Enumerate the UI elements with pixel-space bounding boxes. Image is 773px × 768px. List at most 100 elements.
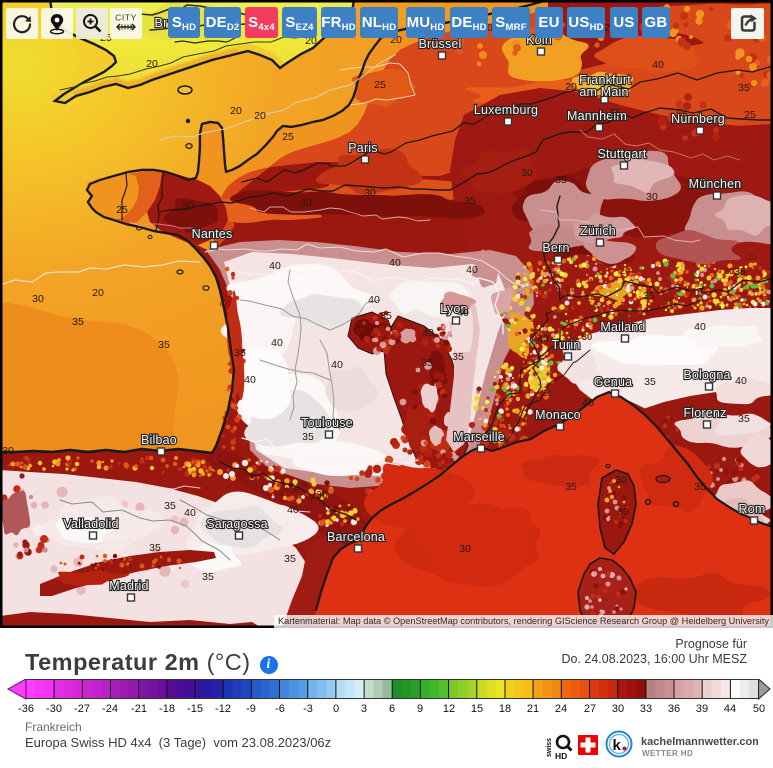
svg-text:-21: -21	[131, 703, 147, 715]
svg-text:Rom: Rom	[739, 502, 766, 516]
svg-text:35: 35	[464, 195, 476, 207]
svg-text:25: 25	[663, 296, 674, 307]
svg-text:CITY: CITY	[115, 13, 137, 23]
svg-text:swiss: swiss	[546, 738, 553, 757]
svg-text:40: 40	[735, 375, 747, 387]
svg-text:25: 25	[374, 79, 386, 91]
svg-text:Toulouse: Toulouse	[301, 416, 353, 430]
svg-text:20: 20	[565, 81, 577, 93]
svg-text:30: 30	[617, 312, 628, 323]
svg-text:35: 35	[164, 500, 176, 512]
svg-text:Stuttgart: Stuttgart	[597, 147, 646, 161]
svg-text:Mailand: Mailand	[600, 320, 645, 334]
svg-text:35: 35	[738, 82, 750, 94]
svg-text:k: k	[613, 737, 622, 754]
svg-text:27: 27	[584, 703, 596, 715]
svg-text:Turin: Turin	[551, 338, 580, 352]
svg-text:25: 25	[585, 292, 596, 303]
svg-text:35: 35	[738, 413, 750, 425]
svg-text:40: 40	[271, 337, 283, 349]
svg-text:30: 30	[300, 197, 312, 209]
svg-text:-6: -6	[275, 703, 285, 715]
svg-text:30: 30	[555, 312, 566, 323]
svg-text:20: 20	[92, 287, 104, 299]
svg-text:35: 35	[565, 481, 577, 493]
svg-text:20: 20	[254, 110, 266, 122]
svg-text:35: 35	[643, 290, 655, 302]
svg-text:25: 25	[501, 416, 512, 427]
svg-text:24: 24	[555, 703, 567, 715]
svg-text:-24: -24	[102, 703, 118, 715]
svg-text:20: 20	[390, 34, 402, 46]
svg-text:Monaco: Monaco	[535, 408, 581, 422]
svg-text:Nantes: Nantes	[192, 227, 233, 241]
svg-text:35: 35	[284, 553, 296, 565]
svg-text:-15: -15	[187, 703, 203, 715]
svg-text:HD: HD	[555, 751, 567, 761]
svg-text:Nürnberg: Nürnberg	[671, 112, 725, 126]
svg-text:40: 40	[694, 321, 706, 333]
svg-text:30: 30	[521, 167, 533, 179]
svg-text:35: 35	[734, 266, 746, 278]
svg-text:20: 20	[531, 328, 542, 339]
svg-text:-3: -3	[303, 703, 313, 715]
svg-text:20: 20	[566, 284, 577, 295]
svg-text:30: 30	[32, 293, 44, 305]
svg-text:40: 40	[537, 333, 549, 345]
svg-text:40: 40	[244, 374, 256, 386]
svg-text:Bern: Bern	[542, 241, 569, 255]
svg-text:35: 35	[380, 310, 392, 322]
svg-text:0: 0	[333, 703, 339, 715]
svg-text:3: 3	[361, 703, 367, 715]
svg-text:Valladolid: Valladolid	[63, 517, 118, 531]
svg-text:kachelmannwetter.com: kachelmannwetter.com	[641, 736, 758, 748]
svg-text:35: 35	[234, 347, 246, 359]
svg-text:-12: -12	[215, 703, 231, 715]
svg-text:20: 20	[305, 35, 317, 47]
svg-text:40: 40	[389, 257, 401, 269]
svg-text:35: 35	[158, 339, 170, 351]
svg-text:-36: -36	[18, 703, 34, 715]
svg-text:30: 30	[459, 543, 471, 555]
svg-text:21: 21	[527, 703, 539, 715]
svg-text:30: 30	[364, 187, 376, 199]
svg-text:WETTER HD: WETTER HD	[642, 749, 693, 758]
svg-text:40: 40	[184, 507, 196, 519]
svg-text:Saragossa: Saragossa	[206, 517, 268, 531]
svg-text:Brüssel: Brüssel	[418, 37, 461, 51]
svg-text:30: 30	[182, 200, 194, 212]
svg-text:40: 40	[269, 260, 281, 272]
svg-text:12: 12	[443, 703, 455, 715]
svg-text:44: 44	[724, 703, 736, 715]
svg-text:35: 35	[149, 542, 161, 554]
svg-text:Bilbao: Bilbao	[141, 433, 177, 447]
svg-text:20: 20	[724, 266, 735, 277]
svg-text:-30: -30	[46, 703, 62, 715]
svg-text:25: 25	[519, 360, 530, 371]
svg-text:40: 40	[287, 504, 299, 516]
svg-text:-27: -27	[74, 703, 90, 715]
svg-text:Bologna: Bologna	[683, 368, 730, 382]
svg-text:36: 36	[668, 703, 680, 715]
svg-text:-9: -9	[246, 703, 256, 715]
svg-text:Florenz: Florenz	[683, 406, 726, 420]
svg-text:25: 25	[744, 109, 756, 121]
svg-text:35: 35	[202, 571, 214, 583]
svg-text:35: 35	[302, 431, 314, 443]
svg-text:15: 15	[471, 703, 483, 715]
svg-text:25: 25	[116, 204, 128, 216]
svg-text:25: 25	[747, 252, 758, 263]
svg-text:30: 30	[2, 445, 14, 457]
svg-text:35: 35	[694, 481, 706, 493]
svg-text:20: 20	[620, 266, 631, 277]
svg-text:35: 35	[72, 316, 84, 328]
svg-text:40: 40	[652, 59, 664, 71]
svg-text:40: 40	[582, 397, 594, 409]
svg-text:35: 35	[644, 376, 656, 388]
svg-text:40: 40	[368, 294, 380, 306]
svg-text:Br: Br	[155, 16, 168, 30]
svg-text:30: 30	[617, 506, 629, 518]
svg-text:40: 40	[466, 264, 478, 276]
svg-text:20: 20	[146, 58, 158, 70]
svg-text:Frankfurt: Frankfurt	[579, 73, 631, 87]
